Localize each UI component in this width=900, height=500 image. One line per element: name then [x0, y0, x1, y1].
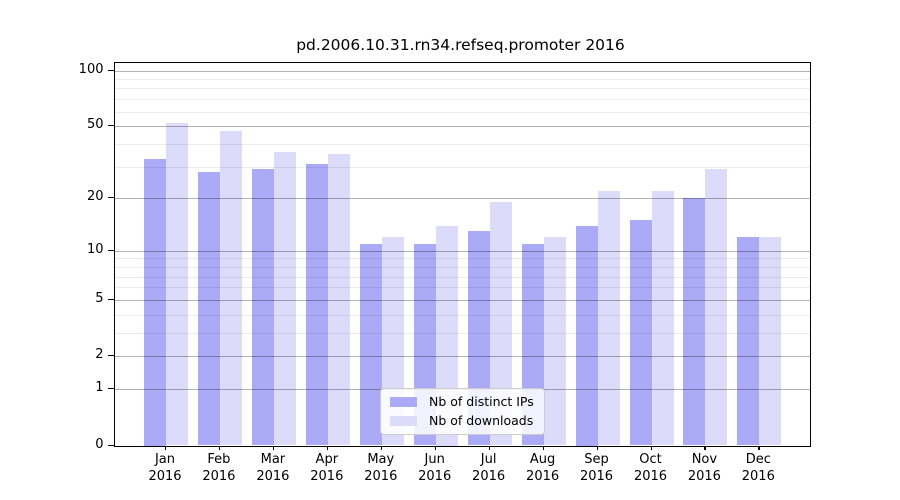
x-tick-label-apr: Apr 2016	[310, 452, 344, 484]
bar-jan-downloads	[166, 122, 188, 446]
legend-swatch-distinct-ips	[390, 397, 417, 407]
gridline-2	[114, 356, 810, 358]
gridline-30	[114, 166, 810, 168]
y-tick-mark-0	[107, 444, 114, 446]
gridline-9	[114, 258, 810, 260]
bar-nov-distinct-ips	[683, 198, 706, 446]
bar-sep-downloads	[597, 190, 620, 446]
bar-feb-distinct-ips	[197, 171, 220, 446]
legend-label-distinct-ips: Nb of distinct IPs	[429, 394, 534, 409]
gridline-70	[114, 99, 810, 101]
bar-dec-distinct-ips	[737, 237, 760, 446]
bar-jan-distinct-ips	[144, 159, 166, 446]
gridline-80	[114, 88, 810, 90]
gridline-10	[114, 250, 810, 252]
bar-oct-distinct-ips	[629, 220, 652, 446]
bar-aug-downloads	[543, 237, 566, 446]
legend-label-downloads: Nb of downloads	[429, 413, 534, 428]
gridline-90	[114, 79, 810, 80]
gridline-20	[114, 198, 810, 200]
y-tick-label-0: 0	[95, 436, 104, 452]
gridline-7	[114, 276, 810, 278]
legend-swatch-downloads	[390, 416, 417, 426]
y-tick-mark-5	[107, 298, 114, 301]
bar-nov-downloads	[705, 169, 728, 446]
x-tick-mark-jul	[488, 445, 490, 451]
legend: Nb of distinct IPs Nb of downloads	[380, 388, 545, 435]
gridline-60	[114, 111, 810, 113]
x-tick-mark-aug	[542, 445, 544, 451]
grid-layer	[114, 63, 810, 446]
gridline-8	[114, 267, 810, 268]
chart-title: pd.2006.10.31.rn34.refseq.promoter 2016	[296, 36, 625, 54]
bar-mar-distinct-ips	[251, 169, 274, 446]
x-tick-label-dec: Dec 2016	[741, 452, 775, 484]
y-tick-label-20: 20	[86, 189, 104, 205]
x-tick-label-jan: Jan 2016	[148, 452, 182, 484]
bar-may-distinct-ips	[359, 243, 382, 446]
gridline-40	[114, 143, 810, 145]
gridline-3	[114, 332, 810, 334]
y-tick-mark-100	[107, 69, 114, 71]
gridline-4	[114, 314, 810, 316]
gridline-100	[114, 70, 810, 72]
x-tick-mark-apr	[326, 445, 329, 451]
y-tick-label-1: 1	[95, 380, 104, 396]
gridline-50	[114, 126, 810, 127]
x-tick-label-may: May 2016	[364, 452, 398, 484]
y-tick-label-100: 100	[78, 61, 104, 77]
bar-jul-downloads	[489, 202, 512, 446]
legend-row-downloads: Nb of downloads	[390, 414, 535, 428]
x-tick-label-oct: Oct 2016	[633, 452, 668, 484]
x-tick-mark-may	[380, 445, 383, 451]
y-tick-label-10: 10	[86, 241, 104, 257]
x-tick-mark-mar	[272, 445, 275, 451]
y-tick-label-5: 5	[95, 290, 104, 306]
x-tick-mark-sep	[596, 445, 598, 451]
x-tick-label-jul: Jul 2016	[472, 452, 506, 484]
y-tick-mark-50	[107, 125, 114, 127]
bar-mar-downloads	[273, 152, 296, 446]
gridline-6	[114, 287, 810, 289]
y-tick-mark-1	[107, 388, 114, 390]
bar-dec-downloads	[759, 237, 782, 446]
x-tick-label-jun: Jun 2016	[418, 452, 452, 484]
bar-apr-downloads	[327, 154, 350, 446]
x-tick-mark-feb	[218, 445, 221, 451]
x-tick-label-mar: Mar 2016	[256, 452, 290, 484]
bar-feb-downloads	[219, 130, 242, 446]
y-tick-label-2: 2	[95, 347, 104, 363]
x-tick-label-aug: Aug 2016	[526, 452, 560, 484]
x-tick-mark-jan	[165, 445, 167, 451]
bar-oct-downloads	[651, 190, 674, 446]
y-tick-mark-10	[107, 249, 114, 251]
bar-apr-distinct-ips	[305, 163, 328, 446]
gridline-5	[114, 299, 810, 301]
x-tick-mark-jun	[434, 445, 436, 451]
plot-area	[113, 62, 811, 447]
y-tick-mark-2	[107, 355, 114, 357]
x-tick-mark-oct	[650, 445, 652, 451]
legend-row-distinct-ips: Nb of distinct IPs	[390, 395, 535, 409]
y-tick-label-50: 50	[86, 117, 104, 132]
x-tick-label-nov: Nov 2016	[687, 452, 721, 484]
x-tick-mark-dec	[758, 445, 760, 451]
x-tick-label-feb: Feb 2016	[202, 452, 236, 484]
y-tick-mark-20	[107, 197, 114, 199]
bar-sep-distinct-ips	[575, 225, 598, 446]
x-tick-mark-nov	[704, 445, 706, 451]
x-tick-label-sep: Sep 2016	[579, 452, 614, 484]
